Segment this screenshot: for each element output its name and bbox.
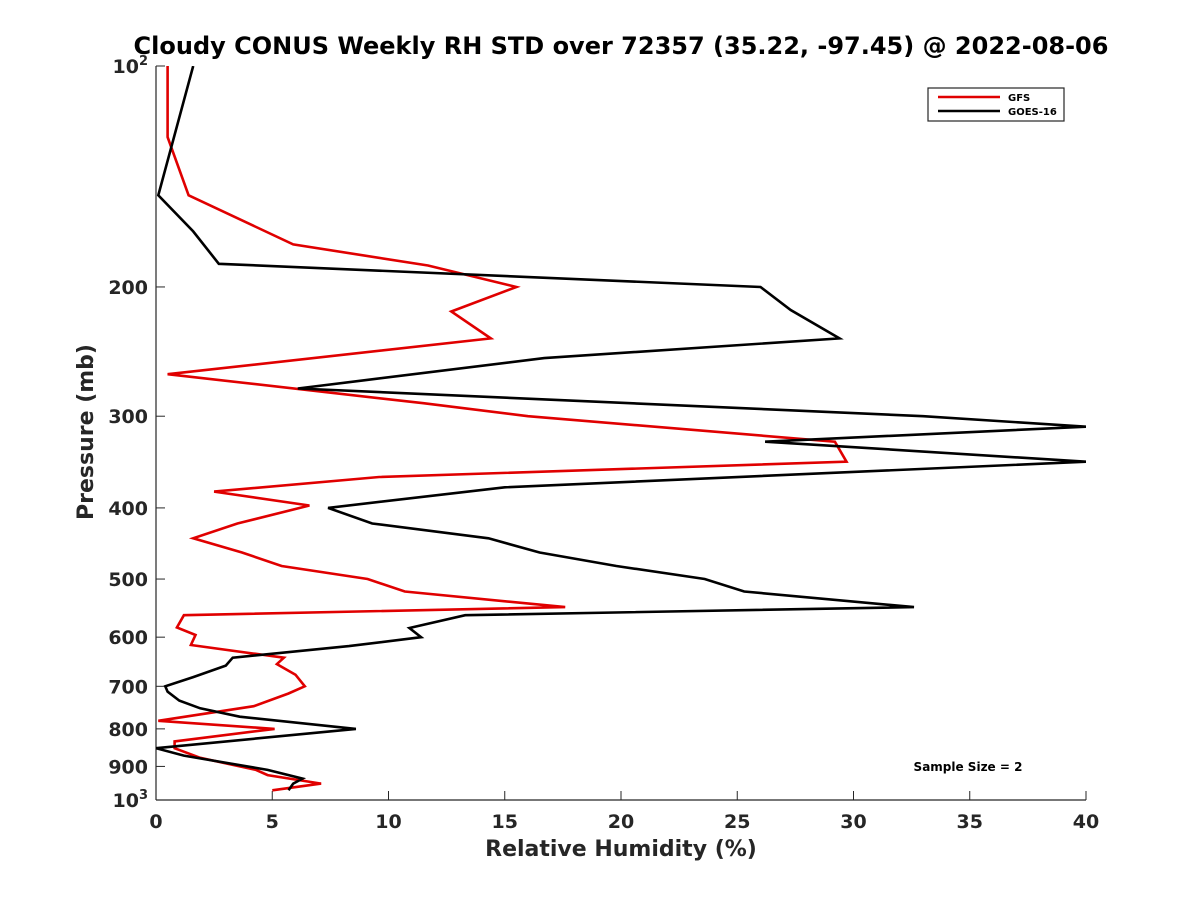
legend-label: GFS	[1008, 93, 1030, 104]
y-tick-label: 103	[113, 788, 149, 812]
legend-label: GOES-16	[1008, 107, 1057, 118]
x-tick-label: 20	[608, 811, 634, 833]
y-tick-label: 400	[108, 498, 148, 520]
x-tick-label: 15	[492, 811, 518, 833]
y-tick-label: 300	[108, 406, 148, 428]
plot-area: 0 5 10 15 20 25 30 35 40 102 200 300 400 500 600 700 800…	[108, 54, 1099, 833]
x-tick-label: 40	[1073, 811, 1099, 833]
y-tick-label: 102	[113, 54, 149, 78]
x-tick-label: 35	[957, 811, 983, 833]
series-line-gfs	[158, 66, 849, 792]
y-tick-label: 200	[108, 277, 148, 299]
y-tick-label: 600	[108, 627, 148, 649]
chart-title: Cloudy CONUS Weekly RH STD over 72357 (3…	[134, 32, 1109, 60]
series-group	[156, 66, 1086, 792]
x-tick-label: 25	[724, 811, 750, 833]
legend: GFS GOES-16	[927, 87, 1065, 122]
legend-box	[927, 87, 1065, 122]
y-tick-label: 900	[108, 756, 148, 778]
x-tick-label: 10	[375, 811, 401, 833]
sample-size-annotation: Sample Size = 2	[914, 760, 1023, 774]
series-line-goes-16	[156, 66, 1086, 792]
y-tick-label: 800	[108, 719, 148, 741]
x-tick-label: 0	[149, 811, 162, 833]
y-tick-label: 500	[108, 569, 148, 591]
x-axis-label: Relative Humidity (%)	[485, 837, 757, 862]
x-tick-label: 30	[840, 811, 866, 833]
y-axis-label: Pressure (mb)	[74, 344, 99, 520]
x-tick-label: 5	[266, 811, 279, 833]
y-tick-label: 700	[108, 676, 148, 698]
